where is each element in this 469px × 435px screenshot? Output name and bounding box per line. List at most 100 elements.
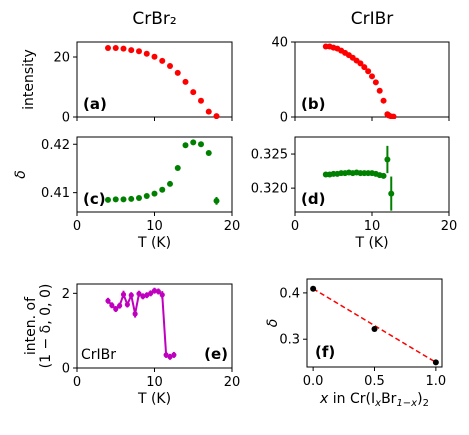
panel-d: 0 10 20 0.320 0.325 (d) T (K) <box>251 136 458 251</box>
data-point <box>120 196 127 203</box>
data-point <box>182 142 189 149</box>
panel-label: (e) <box>204 345 228 363</box>
data-layer <box>322 43 397 119</box>
data-point <box>390 113 397 119</box>
data-point <box>112 196 119 203</box>
data-point <box>132 311 138 317</box>
data-point <box>190 89 197 96</box>
y-tick-label: 0.320 <box>251 182 288 197</box>
x-axis-label: x in Cr(IxBr1−x)2 <box>319 391 429 409</box>
data-point <box>105 45 111 51</box>
y-axis-label: inten. of <box>23 296 39 355</box>
panel-title: CrBr₂ <box>132 9 176 29</box>
data-point <box>159 292 165 298</box>
x-tick-label: 0 <box>73 375 81 390</box>
data-point <box>384 156 391 163</box>
data-point <box>120 45 127 52</box>
y-tick-label: 0 <box>280 111 288 126</box>
data-point <box>151 288 158 294</box>
x-tick-label: 0.0 <box>303 374 324 389</box>
y-tick-label: 0.3 <box>279 333 300 348</box>
data-layer <box>105 287 177 360</box>
data-point <box>213 197 220 204</box>
data-point <box>136 291 142 297</box>
data-point <box>109 302 115 308</box>
data-point <box>105 298 111 304</box>
data-point <box>198 141 204 148</box>
y-axis-label-line2: (1 − δ, 0, 0) <box>38 284 54 369</box>
data-point <box>388 190 395 197</box>
y-tick-label: 2 <box>62 287 70 302</box>
data-point <box>128 195 135 202</box>
data-point <box>372 79 379 86</box>
panel-f: 0.0 0.5 1.0 0.3 0.4 (f) x in Cr(IxBr1−x)2 δ <box>265 278 447 409</box>
x-axis-label: T (K) <box>354 235 388 251</box>
data-point <box>120 291 127 298</box>
data-point <box>376 87 383 94</box>
panel-c: 0 10 20 0.41 0.42 (c) T (K) δ <box>13 136 241 251</box>
data-layer <box>105 45 220 119</box>
y-axis-label: intensity <box>21 49 37 110</box>
x-tick-label: 20 <box>224 375 241 390</box>
data-point <box>151 190 158 197</box>
data-point <box>171 352 177 358</box>
data-point <box>128 47 135 54</box>
data-point <box>213 113 220 119</box>
y-axis-label: δ <box>13 170 29 179</box>
data-point <box>136 48 142 55</box>
data-point <box>365 68 372 75</box>
panel-label: (d) <box>301 190 325 208</box>
data-point <box>143 193 150 200</box>
data-point <box>136 194 142 201</box>
data-point <box>155 288 161 295</box>
y-tick-label: 0 <box>62 362 70 377</box>
panel-label: (c) <box>83 190 106 208</box>
panel-label: (a) <box>83 95 107 113</box>
data-point <box>113 306 119 312</box>
data-layer <box>322 145 395 211</box>
data-point <box>159 186 166 193</box>
data-point <box>380 172 387 179</box>
data-point <box>380 97 387 104</box>
data-point <box>432 359 439 366</box>
data-point <box>124 301 130 308</box>
data-point <box>205 108 212 115</box>
data-point <box>182 78 189 85</box>
series-line <box>107 289 175 358</box>
y-tick-label: 40 <box>271 36 288 51</box>
data-point <box>167 63 173 69</box>
x-tick-label: 20 <box>441 219 458 234</box>
data-point <box>143 50 150 57</box>
data-layer <box>310 285 439 366</box>
data-point <box>371 326 378 333</box>
data-point <box>159 57 166 64</box>
x-tick-label: 0 <box>291 219 299 234</box>
x-axis-label: T (K) <box>137 235 171 251</box>
panel-a: 0 20 (a) CrBr₂ intensity <box>21 9 233 126</box>
panel-b: 0 40 (b) CrIBr <box>271 9 450 126</box>
data-layer <box>105 139 220 205</box>
data-point <box>112 45 119 51</box>
x-tick-label: 1.0 <box>426 374 447 389</box>
x-tick-label: 10 <box>146 219 163 234</box>
x-tick-label: 20 <box>224 219 241 234</box>
data-point <box>205 149 212 156</box>
panel-e: 0 10 20 0 2 (e) CrIBr T (K) inten. of (1 − δ, 0, … <box>23 283 241 407</box>
data-point <box>167 354 173 360</box>
panel-label: (b) <box>301 95 325 113</box>
data-point <box>167 180 173 187</box>
data-point <box>148 290 154 296</box>
y-tick-label: 0 <box>62 111 70 126</box>
data-point <box>163 352 169 358</box>
data-point <box>144 292 150 298</box>
data-point <box>174 69 181 76</box>
data-point <box>151 53 158 60</box>
data-point <box>361 64 368 71</box>
data-point <box>174 164 181 171</box>
data-point <box>190 139 197 146</box>
panel-title: CrIBr <box>351 9 394 29</box>
panel-label: (f) <box>315 343 335 361</box>
annotation: CrIBr <box>81 347 116 363</box>
y-tick-label: 0.41 <box>41 186 70 201</box>
